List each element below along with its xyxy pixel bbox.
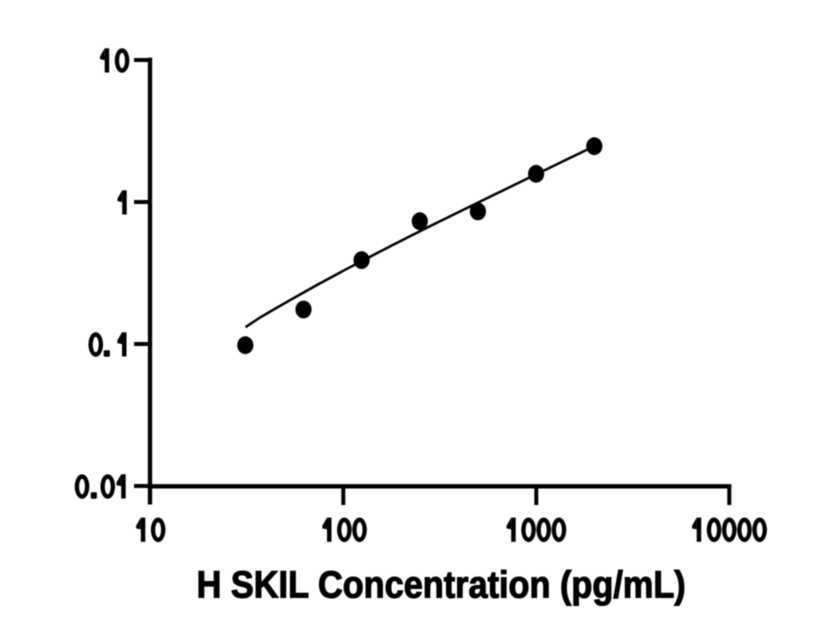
- svg-text:H SKIL Concentration (pg/mL): H SKIL Concentration (pg/mL): [197, 563, 686, 606]
